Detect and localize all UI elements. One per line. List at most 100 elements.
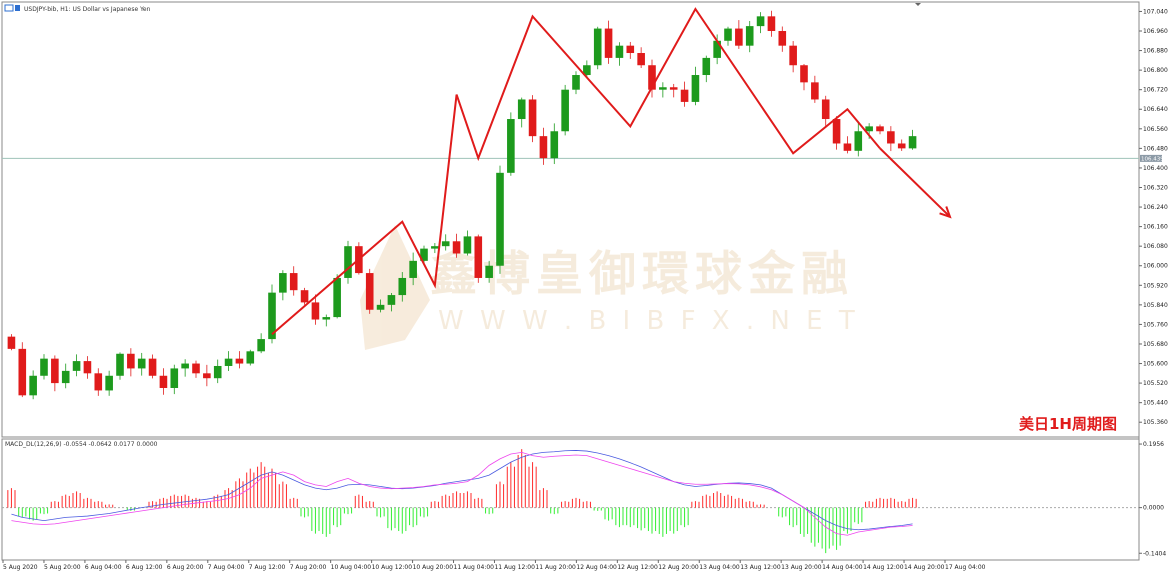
macd-bar: [571, 497, 581, 508]
candle-body: [137, 358, 146, 369]
candle-body: [865, 126, 873, 132]
candle: [539, 127, 548, 165]
candle-body: [702, 57, 711, 76]
candle: [137, 352, 146, 376]
candle-body: [289, 273, 298, 291]
chart-window-icon[interactable]: [4, 4, 14, 12]
macd-bar: [61, 494, 70, 508]
forecast-arrow-head: [939, 206, 952, 219]
macd-bar: [615, 507, 624, 528]
price-tick-label: 106.240: [1143, 204, 1168, 211]
candle-body: [756, 16, 765, 27]
candle: [322, 314, 331, 327]
macd-bar: [311, 507, 320, 534]
candle: [376, 299, 385, 313]
macd-bar: [550, 507, 559, 515]
price-tick-label: 105.680: [1143, 341, 1168, 348]
macd-bar: [452, 491, 461, 508]
candle: [398, 272, 407, 302]
macd-bar: [756, 504, 765, 508]
candlestick-series: [7, 10, 917, 400]
candle-body: [735, 28, 743, 46]
price-tick-label: 106.960: [1143, 28, 1168, 35]
macd-bar: [517, 449, 526, 508]
candle: [268, 284, 276, 344]
candle: [811, 75, 819, 103]
candle-body: [507, 119, 515, 173]
macd-bar: [647, 507, 657, 534]
candle: [659, 82, 667, 98]
candle-body: [116, 353, 124, 376]
candle-body: [431, 246, 439, 249]
candle-body: [72, 361, 81, 371]
candle-body: [680, 89, 689, 102]
candle: [203, 364, 211, 387]
candle: [213, 359, 222, 384]
candle: [583, 60, 591, 78]
candle-body: [876, 126, 884, 132]
macd-bar: [409, 507, 418, 528]
price-tick-label: 106.720: [1143, 87, 1168, 94]
macd-bar: [105, 504, 114, 508]
watermark: 鑫博皇御環球金融 W W W . B I B F X . N E T: [360, 225, 855, 350]
candle: [821, 95, 830, 128]
time-tick-label: 12 Aug 04:00: [576, 564, 617, 571]
time-tick-label: 14 Aug 12:00: [863, 564, 904, 571]
time-tick-label: 6 Aug 04:00: [85, 564, 122, 571]
candle-body: [441, 241, 450, 247]
candle: [441, 234, 450, 251]
macd-bar: [908, 497, 917, 508]
time-tick-label: 11 Aug 04:00: [454, 564, 495, 571]
candle: [192, 360, 200, 378]
candle-body: [550, 131, 559, 159]
macd-bar: [702, 494, 711, 508]
macd-bar: [897, 501, 906, 508]
macd-bar: [886, 497, 895, 508]
candle: [72, 354, 81, 377]
candle-body: [203, 373, 211, 379]
candle-body: [376, 304, 385, 310]
price-tick-label: 105.360: [1143, 419, 1168, 426]
candle: [116, 352, 124, 380]
time-tick-label: 10 Aug 04:00: [331, 564, 372, 571]
candle-body: [213, 365, 222, 379]
candle-body: [398, 277, 407, 296]
macd-bar: [18, 507, 27, 518]
collapse-arrow-icon[interactable]: [915, 3, 921, 6]
macd-bar: [495, 481, 505, 508]
macd-bar: [29, 507, 38, 521]
candle-body: [333, 277, 341, 318]
candle-body: [94, 373, 103, 391]
candle: [431, 243, 439, 254]
candle-body: [832, 119, 841, 144]
candle-body: [897, 143, 906, 149]
macd-bar: [875, 497, 885, 508]
candle: [300, 287, 309, 305]
macd-bar: [669, 507, 678, 534]
time-tick-label: 10 Aug 20:00: [413, 564, 454, 571]
candle: [344, 240, 352, 284]
price-tick-label: 106.160: [1143, 224, 1168, 231]
candle: [496, 165, 504, 274]
macd-bar: [528, 462, 537, 508]
candle-body: [279, 273, 287, 293]
time-axis: 5 Aug 2020 5 Aug 20:00 6 Aug 04:00 6 Aug 12…: [2, 560, 986, 571]
macd-bar: [485, 507, 494, 515]
macd-bar: [7, 488, 16, 508]
candle-body: [365, 273, 374, 310]
candle-body: [192, 363, 200, 374]
price-tick-label: 105.920: [1143, 282, 1168, 289]
watermark-logo-icon: [360, 225, 430, 350]
candle: [507, 112, 515, 176]
candle-body: [18, 348, 27, 396]
candle-body: [257, 339, 265, 352]
candle: [702, 55, 711, 83]
candle: [789, 41, 797, 73]
price-tick-label: 105.600: [1143, 361, 1168, 368]
candle-body: [485, 265, 493, 278]
candle-body: [7, 336, 16, 349]
candle: [843, 136, 852, 154]
macd-bar: [799, 507, 809, 537]
macd-bar: [94, 501, 103, 508]
